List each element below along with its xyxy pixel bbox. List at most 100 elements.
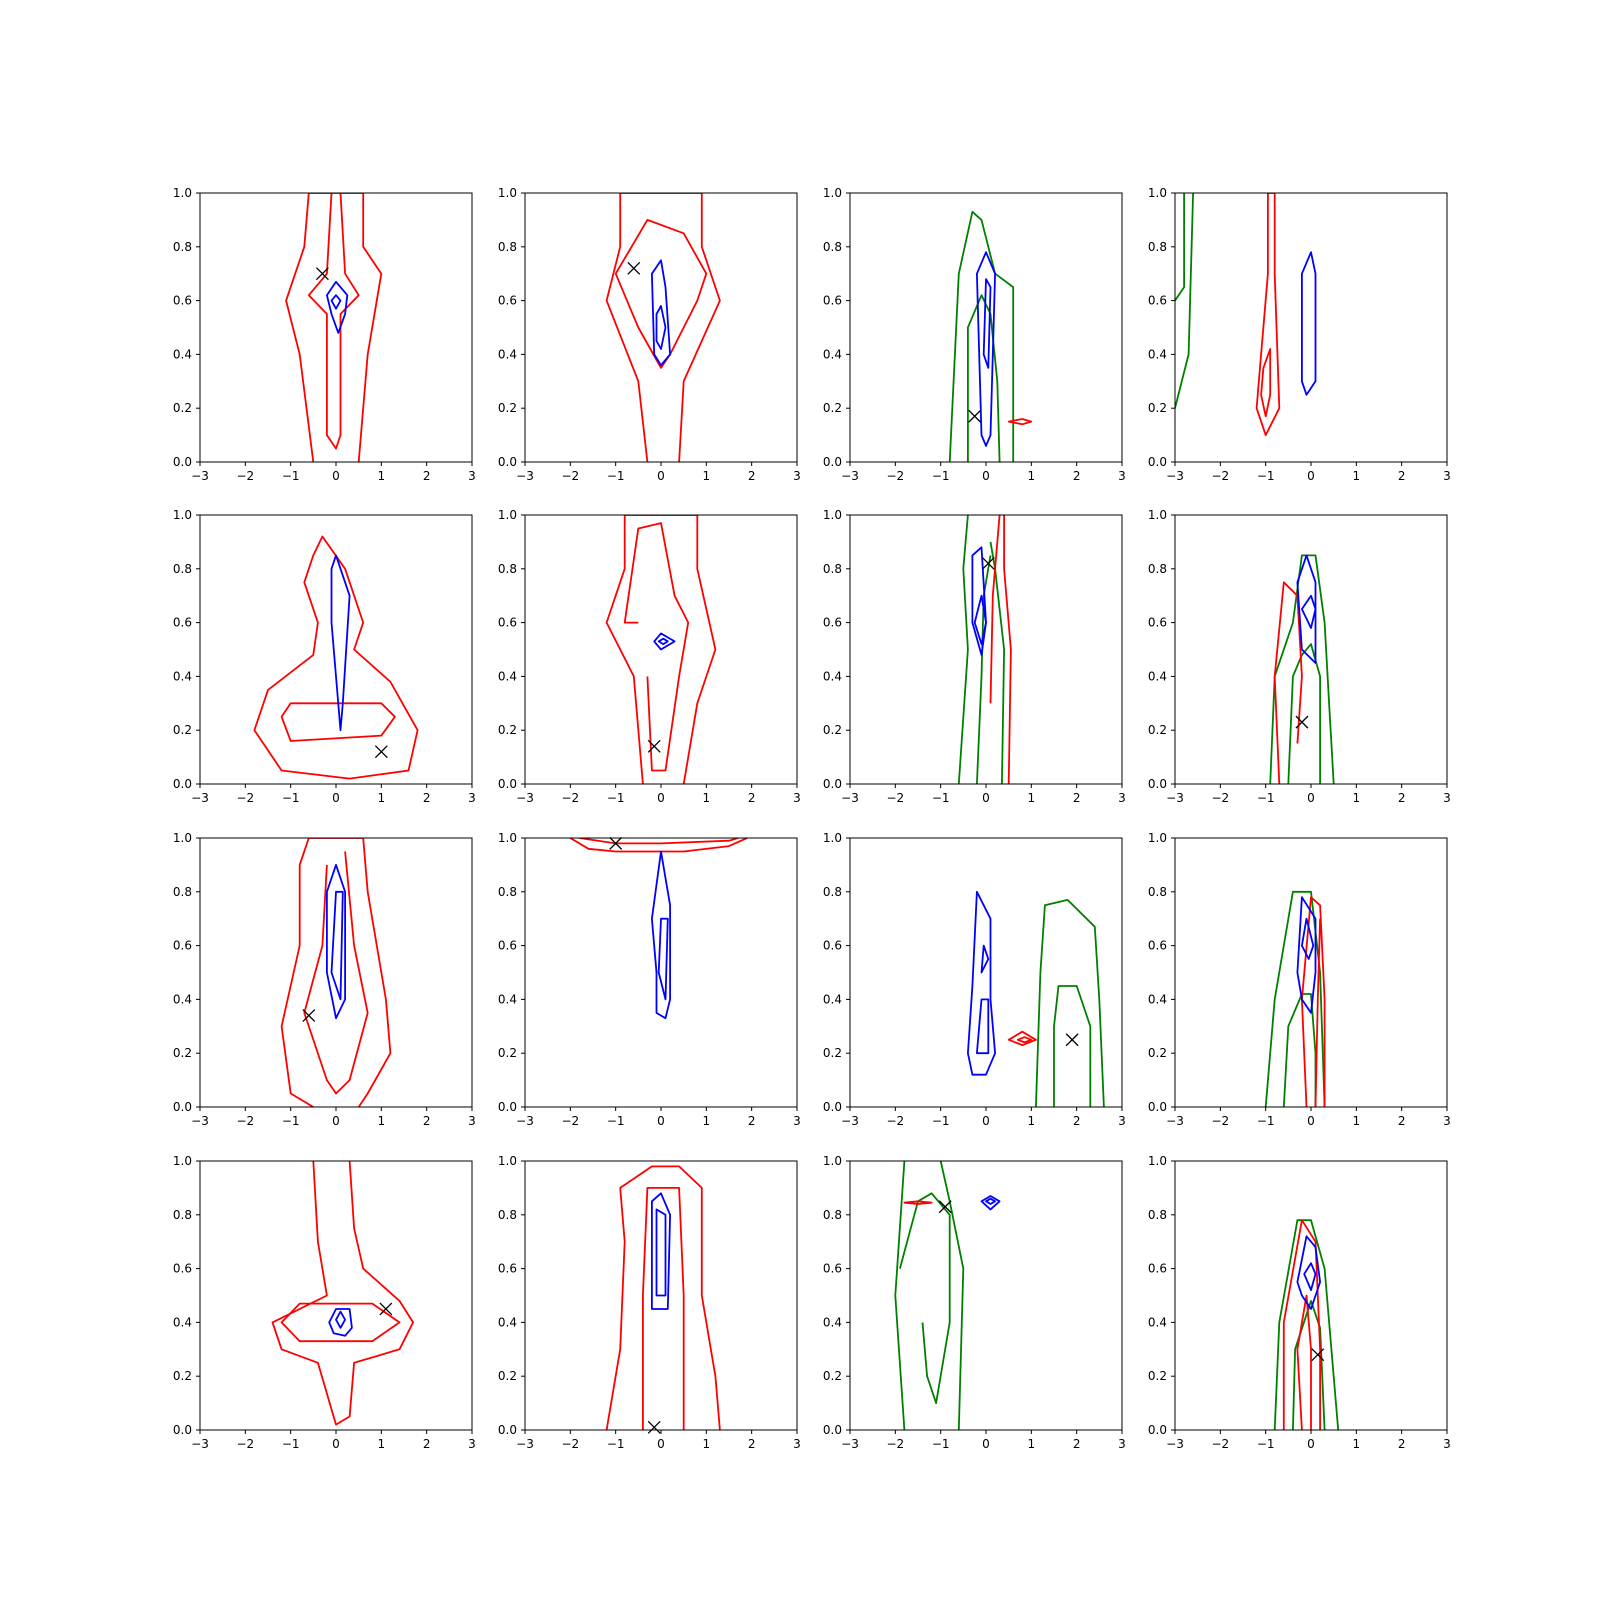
blue-contour-4 [982, 278, 992, 369]
y-tick-label: 0.2 [1148, 1046, 1167, 1060]
y-tick-label: 1.0 [1148, 831, 1167, 845]
x-tick-label: 1 [703, 469, 711, 483]
x-tick-label: 1 [1353, 1437, 1361, 1451]
y-tick-label: 0.8 [823, 562, 842, 576]
y-tick-label: 0.2 [173, 1369, 192, 1383]
x-tick-label: 1 [378, 1114, 386, 1128]
x-tick-label: −3 [841, 469, 859, 483]
red-contour-4 [1007, 1030, 1037, 1046]
y-tick-label: 0.4 [823, 669, 842, 683]
y-tick-label: 0.4 [823, 1315, 842, 1329]
blue-contour-3 [980, 944, 990, 974]
y-tick-label: 1.0 [173, 831, 192, 845]
x-tick-label: −2 [886, 469, 904, 483]
red-contour-2 [280, 1302, 401, 1343]
axes-frame [199, 837, 473, 1108]
blue-contour-4 [1296, 554, 1317, 664]
y-tick-label: 0.6 [173, 294, 192, 308]
x-tick-label: 1 [378, 469, 386, 483]
x-tick-label: −3 [1166, 1114, 1184, 1128]
x-marker [379, 1302, 393, 1316]
x-tick-label: −1 [282, 1437, 300, 1451]
x-tick-label: 1 [1353, 791, 1361, 805]
y-tick-label: 0.4 [1148, 669, 1167, 683]
y-tick-label: 1.0 [823, 186, 842, 200]
contours [948, 210, 1033, 462]
blue-contour-3 [653, 632, 676, 651]
x-tick-label: 3 [1118, 1437, 1126, 1451]
subplot-1-2: −3 −2 −1 0 1 2 3 0.0 0.2 0.4 0.6 0.8 1.0 [498, 186, 801, 483]
contours [1273, 1219, 1340, 1430]
x-tick-label: −2 [1211, 469, 1229, 483]
red-contour-5 [989, 515, 1001, 704]
y-tick-label: 0.0 [498, 455, 517, 469]
y-tick-label: 0.2 [823, 401, 842, 415]
y-tick-label: 0.0 [1148, 1423, 1167, 1437]
x-tick-label: 3 [793, 1437, 801, 1451]
y-tick-label: 0.0 [173, 777, 192, 791]
y-tick-label: 0.2 [1148, 723, 1167, 737]
y-tick-label: 0.4 [173, 347, 192, 361]
x-tick-label: 0 [982, 791, 990, 805]
contours [1264, 890, 1326, 1107]
blue-contour-3 [651, 259, 671, 367]
x-tick-label: −2 [561, 1114, 579, 1128]
x-tick-label: 3 [468, 1437, 476, 1451]
contours [253, 535, 419, 780]
green-contour-1 [1273, 1219, 1340, 1430]
x-tick-label: −2 [236, 1437, 254, 1451]
blue-contour-5 [980, 1195, 1001, 1211]
blue-contour-6 [971, 546, 987, 656]
x-tick-label: −2 [236, 1114, 254, 1128]
y-tick-label: 0.8 [173, 240, 192, 254]
x-tick-label: 0 [657, 469, 665, 483]
blue-contour-5 [1301, 594, 1317, 629]
x-tick-label: 3 [468, 1114, 476, 1128]
y-tick-label: 0.6 [1148, 294, 1167, 308]
y-tick-label: 0.0 [173, 1100, 192, 1114]
y-tick-label: 0.2 [823, 1046, 842, 1060]
y-tick-label: 0.6 [823, 939, 842, 953]
x-tick-label: 2 [1398, 791, 1406, 805]
red-contour-1 [569, 838, 748, 853]
x-tick-label: 2 [423, 1437, 431, 1451]
y-tick-label: 1.0 [498, 1154, 517, 1168]
blue-contour-3 [330, 554, 351, 732]
y-tick-label: 0.6 [823, 1262, 842, 1276]
y-tick-label: 0.6 [823, 616, 842, 630]
y-tick-label: 0.6 [498, 294, 517, 308]
blue-contour-5 [1296, 896, 1317, 1014]
x-marker [938, 1200, 952, 1214]
x-tick-label: 2 [1073, 1437, 1081, 1451]
red-contour-2 [614, 219, 708, 369]
x-tick-label: −1 [607, 469, 625, 483]
x-marker [647, 1420, 661, 1434]
y-tick-label: 0.8 [173, 1208, 192, 1222]
subplot-3-2: −3 −2 −1 0 1 2 3 0.0 0.2 0.4 0.6 0.8 1.0 [498, 831, 801, 1128]
blue-contour-5 [1296, 1235, 1321, 1310]
y-tick-label: 0.6 [173, 1262, 192, 1276]
green-contour-1 [957, 515, 969, 784]
red-contour-3 [1273, 581, 1303, 784]
contours [1175, 193, 1317, 436]
axes-frame [199, 1160, 473, 1431]
axes-frame [524, 837, 798, 1108]
y-tick-label: 1.0 [1148, 508, 1167, 522]
x-tick-label: −1 [932, 791, 950, 805]
x-tick-label: 2 [1398, 1437, 1406, 1451]
y-tick-label: 0.0 [823, 455, 842, 469]
subplot-1-1: −3 −2 −1 0 1 2 3 0.0 0.2 0.4 0.6 0.8 1.0 [173, 186, 476, 483]
x-tick-label: 1 [1028, 469, 1036, 483]
x-marker [302, 1009, 316, 1022]
x-tick-label: −3 [191, 1114, 209, 1128]
green-contour-1 [894, 1161, 906, 1430]
contours [605, 515, 717, 784]
x-tick-label: 0 [1307, 1114, 1315, 1128]
x-tick-label: −1 [282, 791, 300, 805]
y-tick-label: 0.2 [823, 1369, 842, 1383]
x-tick-label: 3 [1443, 469, 1451, 483]
x-tick-label: 0 [657, 1114, 665, 1128]
y-tick-label: 1.0 [1148, 186, 1167, 200]
y-tick-label: 0.4 [498, 992, 517, 1006]
y-tick-label: 0.2 [498, 401, 517, 415]
